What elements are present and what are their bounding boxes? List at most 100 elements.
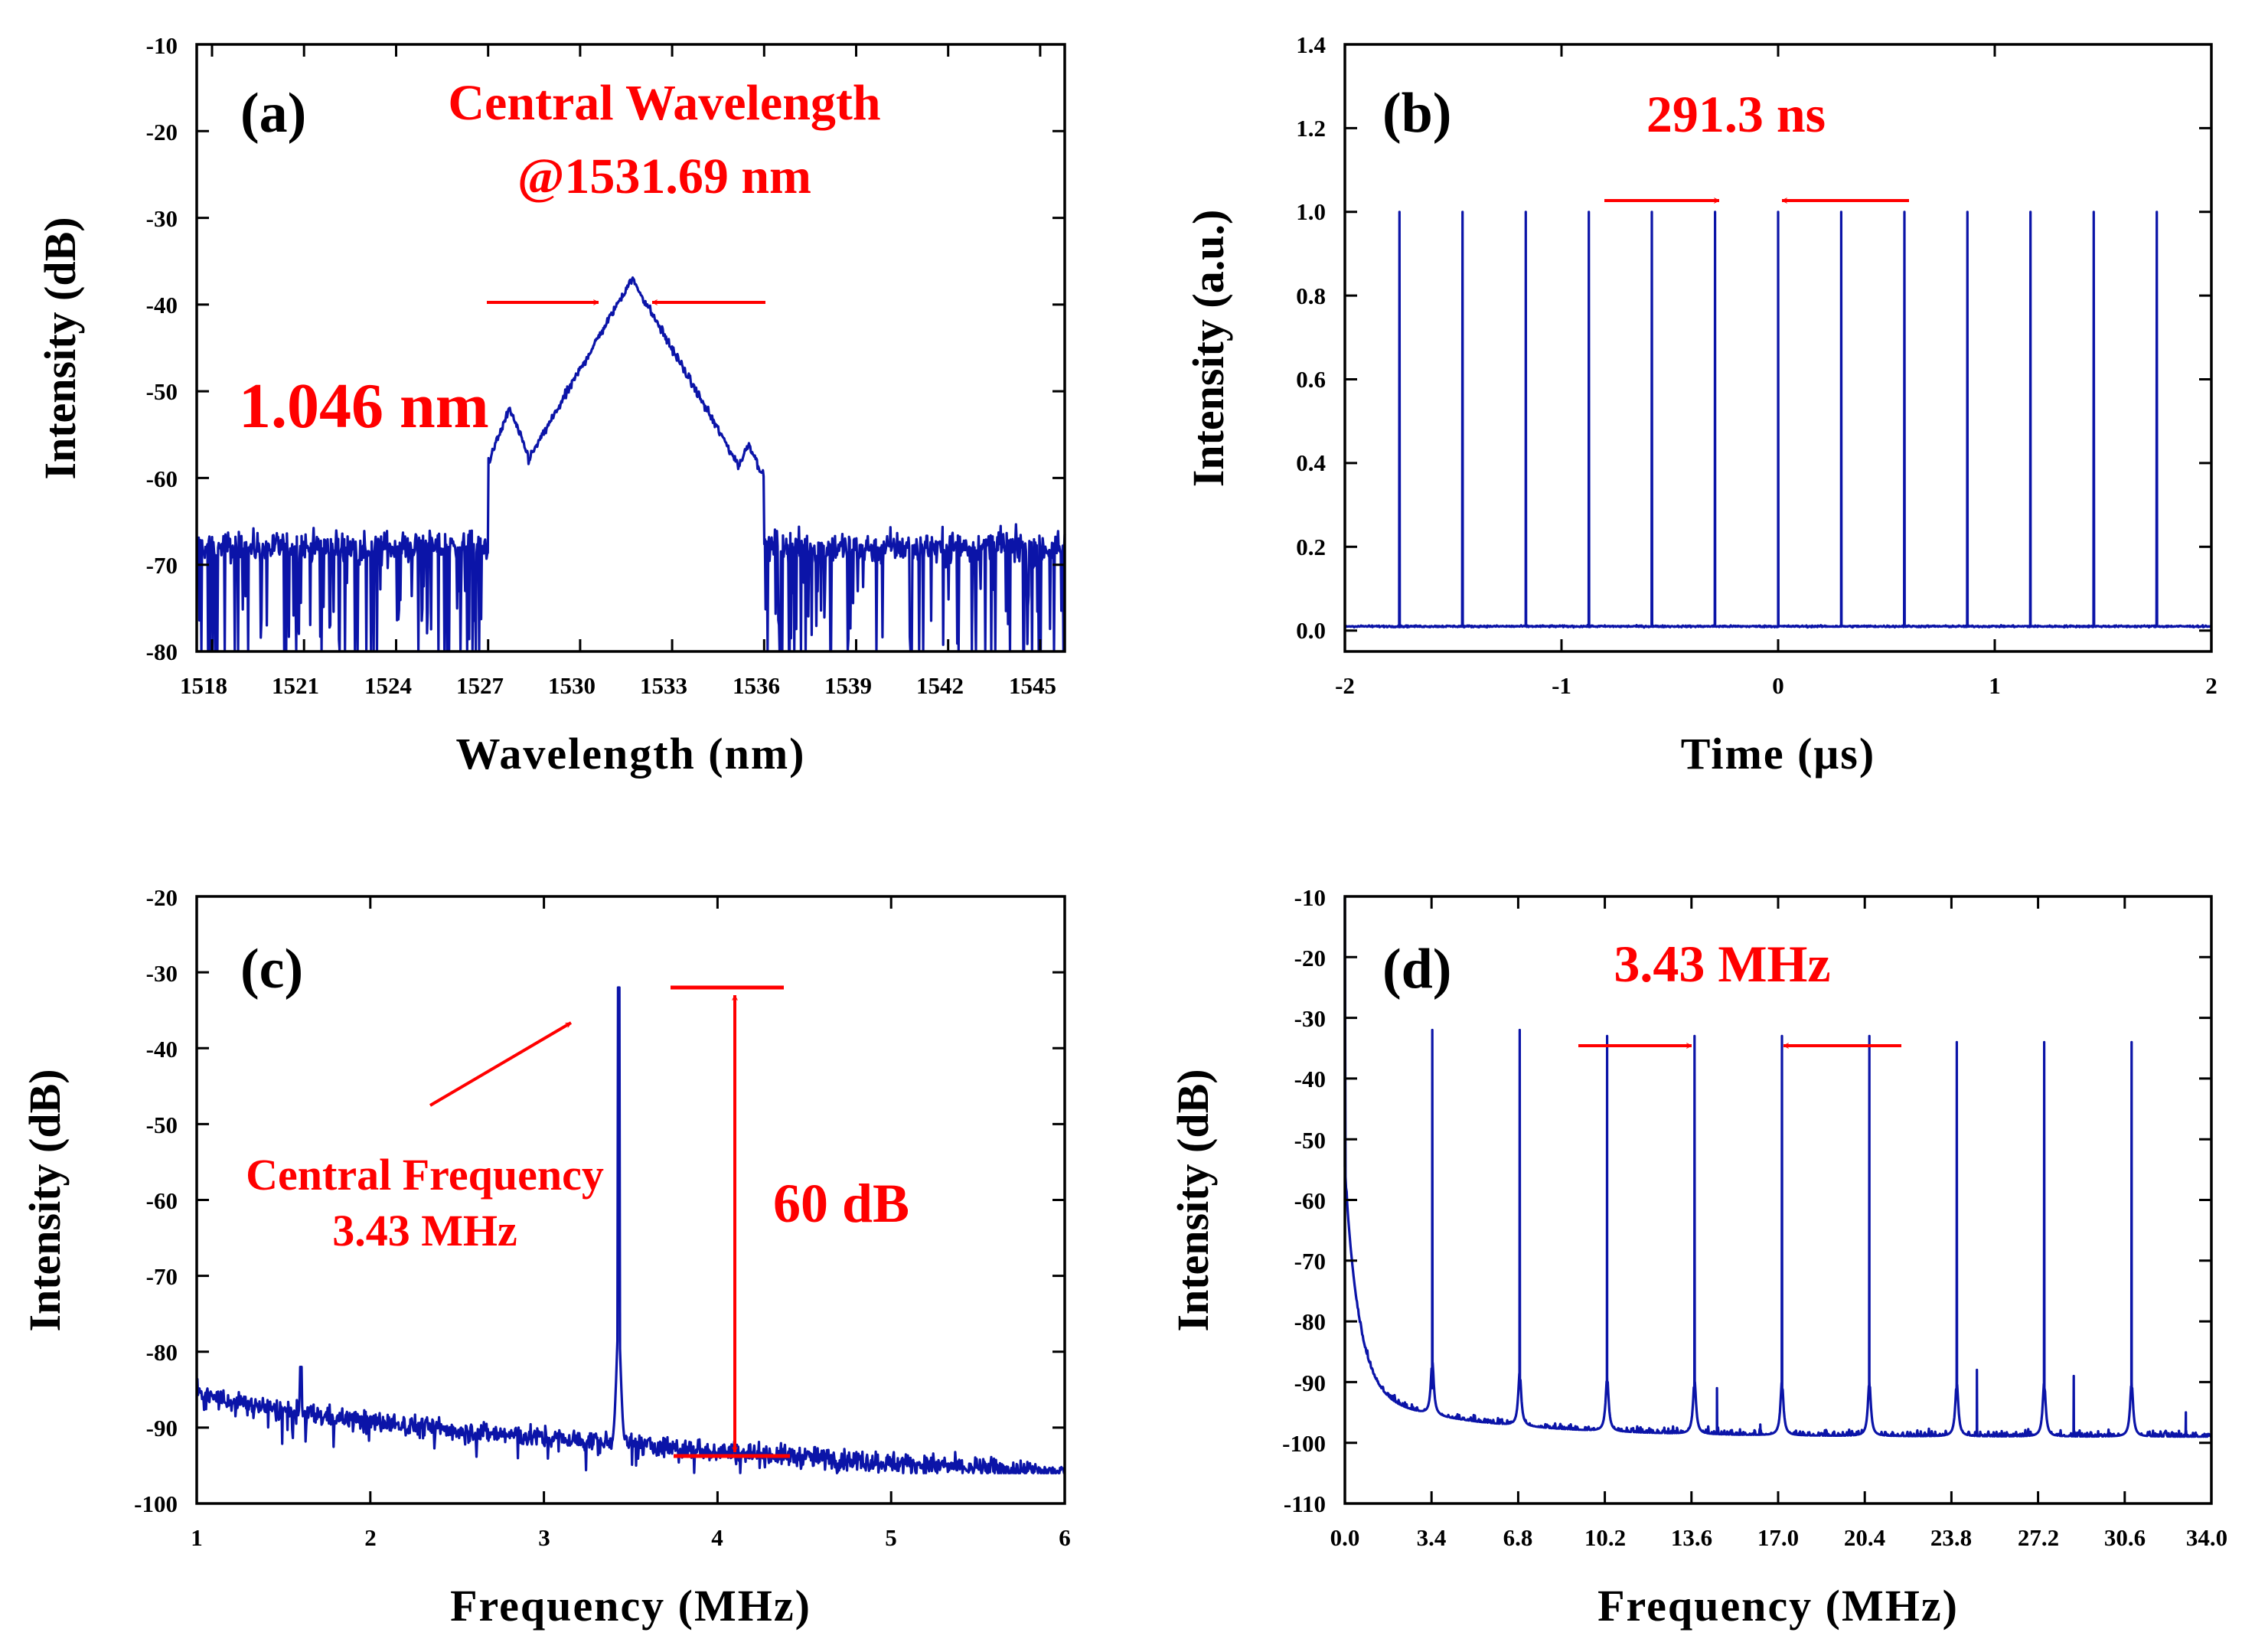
xtick-label: 3.4 <box>1417 1524 1447 1551</box>
xtick-label: 30.6 <box>2104 1524 2146 1551</box>
y-axis-title: Intensity (dB) <box>35 217 85 479</box>
series-group-d <box>1343 896 2212 1438</box>
xtick-label: 17.0 <box>1757 1524 1799 1551</box>
xtick-label: 1542 <box>916 672 964 699</box>
ytick-label: -80 <box>146 1339 178 1366</box>
series-group-b <box>1344 211 2213 629</box>
ytick-label: -20 <box>146 884 178 911</box>
pulse-train-line <box>1344 211 2213 629</box>
ytick-label: 0.6 <box>1296 366 1326 393</box>
annotation-period: 291.3 ns <box>1646 85 1826 143</box>
ytick-label: -80 <box>1294 1308 1326 1335</box>
xtick-label: 1527 <box>456 672 504 699</box>
ytick-label: 1.2 <box>1296 115 1326 142</box>
xtick-label: 1521 <box>272 672 319 699</box>
xtick-label: 1530 <box>548 672 596 699</box>
xtick-label: 34.0 <box>2186 1524 2227 1551</box>
ytick-label: -30 <box>146 205 178 232</box>
ticks-b <box>1343 43 2213 651</box>
annotation-linewidth: 1.046 nm <box>239 371 489 442</box>
panel-b: 0.0 0.2 0.4 0.6 0.8 1.0 1.2 1.4 -2 -1 0 … <box>1183 31 2217 779</box>
ytick-label: 1.4 <box>1296 31 1326 58</box>
ytick-label: 0.2 <box>1296 534 1326 560</box>
ticks-a <box>197 43 1065 653</box>
xtick-label: -1 <box>1552 672 1571 699</box>
ytick-label: -30 <box>1294 1005 1326 1032</box>
annotation-spacing: 3.43 MHz <box>1614 935 1830 993</box>
ytick-label: -100 <box>1282 1430 1326 1457</box>
xtick-label: -2 <box>1335 672 1355 699</box>
xtick-label: 5 <box>885 1524 897 1551</box>
xtick-label: 3 <box>538 1524 550 1551</box>
axis-ticks <box>197 43 1065 653</box>
ytick-label: -20 <box>146 119 178 145</box>
y-axis-title: Intensity (dB) <box>1168 1069 1218 1331</box>
xtick-label: 23.8 <box>1930 1524 1972 1551</box>
x-axis-title: Time (μs) <box>1681 729 1875 779</box>
panel-label: (d) <box>1382 938 1451 1001</box>
xtick-label: 2 <box>364 1524 377 1551</box>
ytick-label: -40 <box>1294 1066 1326 1092</box>
xtick-label: 1545 <box>1009 672 1056 699</box>
plot-area-a <box>195 43 1066 653</box>
annotation-central-frequency-value: 3.43 MHz <box>332 1206 517 1255</box>
panel-label: (c) <box>240 938 303 1001</box>
xtick-label: 0 <box>1772 672 1784 699</box>
ytick-label: 0.8 <box>1296 282 1326 309</box>
ytick-label: 1.0 <box>1296 198 1326 225</box>
xtick-label: 6 <box>1059 1524 1071 1551</box>
series-group-a <box>196 276 1066 652</box>
ytick-label: -40 <box>146 1036 178 1063</box>
panel-c: -100 -90 -80 -70 -60 -50 -40 -30 -20 1 2… <box>20 884 1071 1631</box>
ytick-label: -70 <box>1294 1248 1326 1275</box>
ytick-label: -10 <box>1294 884 1326 911</box>
ytick-label: -20 <box>1294 945 1326 971</box>
plot-area-d <box>1343 895 2213 1505</box>
plot-area-c <box>195 895 1066 1505</box>
spectrum-line <box>196 276 1066 652</box>
ytick-label: -50 <box>146 378 178 405</box>
panel-label: (b) <box>1382 82 1451 145</box>
axis-ticks <box>195 895 1066 1505</box>
annotation-central-frequency: Central Frequency <box>246 1150 604 1200</box>
xtick-label: 1524 <box>364 672 412 699</box>
axis-ticks <box>1343 895 2213 1505</box>
xtick-label: 1518 <box>180 672 227 699</box>
xtick-label: 0.0 <box>1330 1524 1360 1551</box>
annotation-snr: 60 dB <box>773 1173 909 1234</box>
xtick-label: 2 <box>2205 672 2217 699</box>
x-axis-title: Frequency (MHz) <box>450 1581 811 1631</box>
ytick-label: -90 <box>146 1415 178 1441</box>
ytick-label: -50 <box>146 1112 178 1138</box>
axes-frame-a <box>195 43 1066 653</box>
xtick-label: 1533 <box>640 672 687 699</box>
ytick-label: -40 <box>146 292 178 318</box>
ytick-label: -30 <box>146 960 178 987</box>
series-group-c <box>195 986 1065 1474</box>
ytick-label: -70 <box>146 552 178 579</box>
rf-spectrum-line <box>195 986 1065 1474</box>
xtick-label: 10.2 <box>1584 1524 1626 1551</box>
ytick-label: 0.0 <box>1296 617 1326 644</box>
panel-d: -110 -100 -90 -80 -70 -60 -50 -40 -30 -2… <box>1168 884 2227 1631</box>
panel-label: (a) <box>240 82 306 145</box>
y-axis-title: Intensity (a.u.) <box>1183 210 1233 488</box>
xtick-label: 1 <box>1989 672 2001 699</box>
x-axis-title: Wavelength (nm) <box>456 729 806 779</box>
ytick-label: -10 <box>146 32 178 59</box>
xtick-label: 20.4 <box>1844 1524 1885 1551</box>
ytick-label: -80 <box>146 638 178 665</box>
ytick-label: -60 <box>1294 1187 1326 1214</box>
broadband-spectrum-line <box>1343 896 2212 1438</box>
xtick-label: 27.2 <box>2018 1524 2059 1551</box>
plot-area-b <box>1343 43 2213 653</box>
ytick-label: -70 <box>146 1263 178 1290</box>
y-axis-title: Intensity (dB) <box>20 1069 70 1331</box>
axis-ticks <box>1343 43 2213 651</box>
xtick-label: 6.8 <box>1503 1524 1533 1551</box>
ytick-label: -60 <box>146 1187 178 1214</box>
ytick-label: 0.4 <box>1296 449 1326 476</box>
xtick-label: 1539 <box>824 672 872 699</box>
panel-a: -80 -70 -60 -50 -40 -30 -20 -10 1518 152… <box>35 32 1066 779</box>
